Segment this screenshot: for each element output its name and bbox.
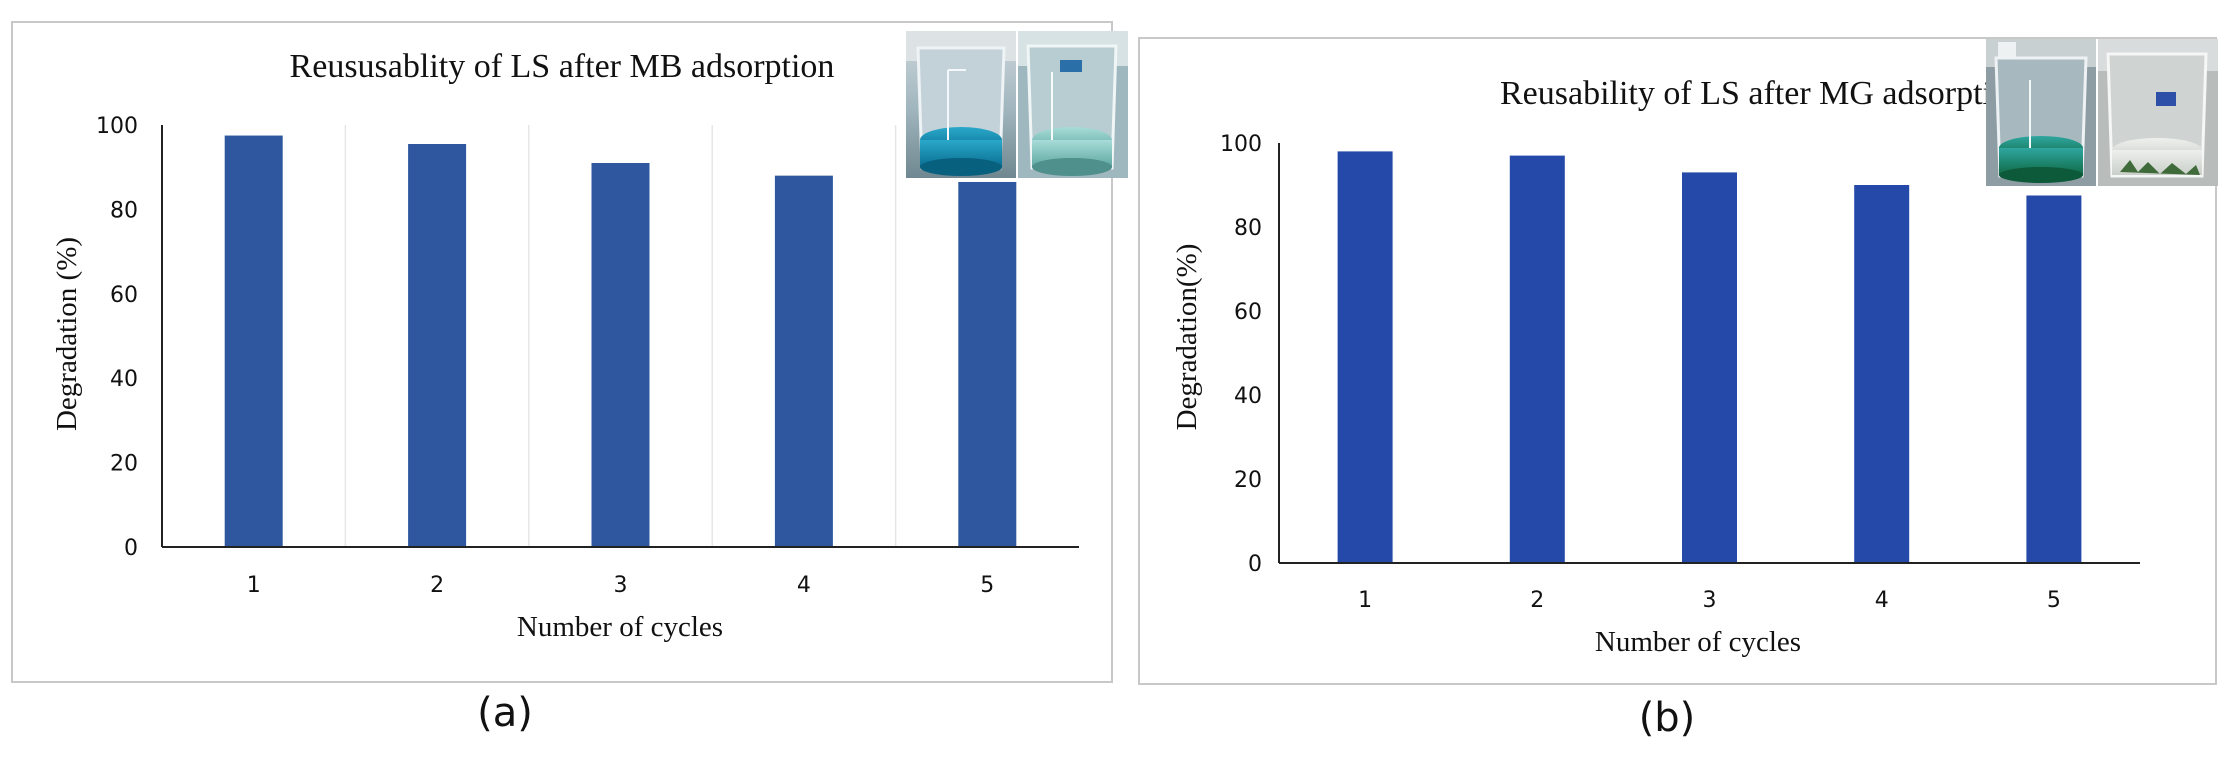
y-tick-label: 40 [110, 367, 138, 392]
bar-cycle-4 [774, 175, 833, 547]
x-tick-label: 2 [1530, 588, 1544, 613]
bar-series [224, 135, 1017, 548]
y-tick-label: 100 [96, 114, 138, 139]
beaker-blue-dye-photo [906, 31, 1016, 178]
chart-title: Reusability of LS after MG adsorption [1500, 75, 2026, 112]
y-tick-label: 40 [1234, 384, 1262, 409]
vertical-gridlines [344, 125, 897, 547]
beaker-green-dye-photo [1986, 39, 2096, 186]
x-tick-label: 5 [980, 573, 994, 598]
y-axis-title: Degradation (%) [51, 237, 83, 431]
bar-cycle-1 [224, 135, 283, 548]
y-tick-label: 60 [1234, 300, 1262, 325]
chart-title: Reususablity of LS after MB adsorption [290, 48, 835, 85]
y-tick-label: 80 [110, 198, 138, 223]
bar-cycle-1 [1337, 151, 1393, 563]
bar-cycle-5 [958, 181, 1017, 547]
y-tick-label: 20 [110, 452, 138, 477]
x-tick-labels: 1 2 3 4 5 [247, 573, 995, 598]
y-tick-label: 60 [110, 283, 138, 308]
bar-cycle-4 [1854, 185, 1910, 563]
x-tick-label: 1 [1358, 588, 1372, 613]
y-tick-label: 100 [1220, 132, 1262, 157]
y-tick-label: 0 [124, 536, 138, 561]
bar-cycle-2 [408, 143, 467, 548]
bar-cycle-2 [1509, 155, 1565, 563]
x-tick-label: 3 [1703, 588, 1717, 613]
bar-cycle-3 [591, 162, 650, 548]
x-axis-title: Number of cycles [1595, 626, 1801, 658]
x-axis-title: Number of cycles [517, 611, 723, 643]
x-tick-label: 3 [614, 573, 628, 598]
y-axis-title: Degradation(%) [1171, 244, 1203, 431]
y-tick-label: 20 [1234, 468, 1262, 493]
bar-cycle-3 [1682, 172, 1737, 563]
y-tick-label: 0 [1248, 552, 1262, 577]
bar-series [1337, 151, 2082, 563]
y-tick-labels: 0 20 40 60 80 100 [1220, 132, 1262, 577]
beaker-clear-photo [2098, 39, 2218, 186]
x-tick-label: 4 [797, 573, 811, 598]
panel-b: 0 20 40 60 80 100 1 2 3 4 5 Reusability of LS aft… [1138, 37, 2218, 741]
bar-cycle-5 [2026, 195, 2082, 563]
panel-caption: (a) [477, 690, 533, 736]
x-tick-label: 2 [430, 573, 444, 598]
y-tick-label: 80 [1234, 216, 1262, 241]
panel-a: 0 20 40 60 80 100 1 2 3 4 5 Reususablity of LS af… [11, 21, 1128, 736]
y-tick-labels: 0 20 40 60 80 100 [96, 114, 138, 561]
x-tick-labels: 1 2 3 4 5 [1358, 588, 2061, 613]
panel-caption: (b) [1639, 695, 1696, 741]
beaker-treated-photo [1018, 31, 1128, 178]
x-tick-label: 5 [2047, 588, 2061, 613]
x-tick-label: 4 [1875, 588, 1889, 613]
x-tick-label: 1 [247, 573, 261, 598]
